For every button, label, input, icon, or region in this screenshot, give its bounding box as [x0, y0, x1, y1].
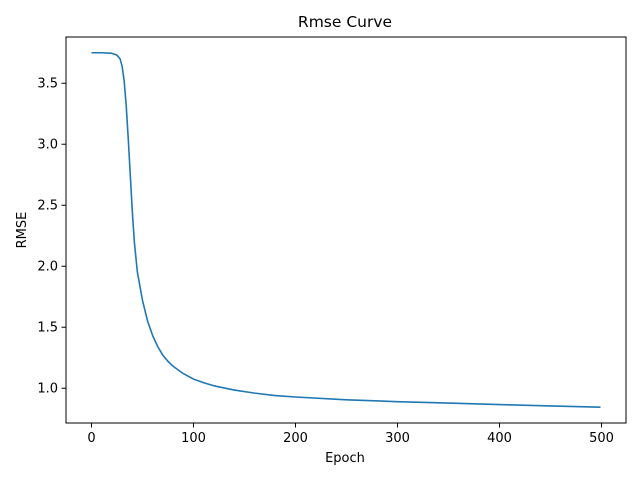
x-axis-ticks: 0 100 200 300 400 500 — [87, 423, 614, 446]
y-tick-label: 3.0 — [37, 138, 58, 153]
y-tick-label: 3.5 — [37, 77, 58, 92]
y-tick-label: 2.0 — [37, 260, 58, 275]
y-axis-label: RMSE — [15, 212, 30, 249]
y-tick-label: 2.5 — [37, 199, 58, 214]
chart-title: Rmse Curve — [298, 13, 392, 31]
x-tick-label: 400 — [487, 431, 512, 446]
y-tick-label: 1.5 — [37, 321, 58, 336]
y-tick-label: 1.0 — [37, 382, 58, 397]
x-tick-label: 100 — [181, 431, 206, 446]
x-tick-label: 300 — [385, 431, 410, 446]
x-tick-label: 200 — [283, 431, 308, 446]
plot-area — [91, 51, 601, 408]
plot-frame — [65, 36, 627, 424]
x-tick-label: 0 — [87, 431, 95, 446]
x-tick-label: 500 — [589, 431, 614, 446]
x-axis-label: Epoch — [325, 451, 365, 466]
y-axis-ticks: 1.0 1.5 2.0 2.5 3.0 3.5 — [37, 77, 66, 397]
series-line — [91, 51, 601, 408]
